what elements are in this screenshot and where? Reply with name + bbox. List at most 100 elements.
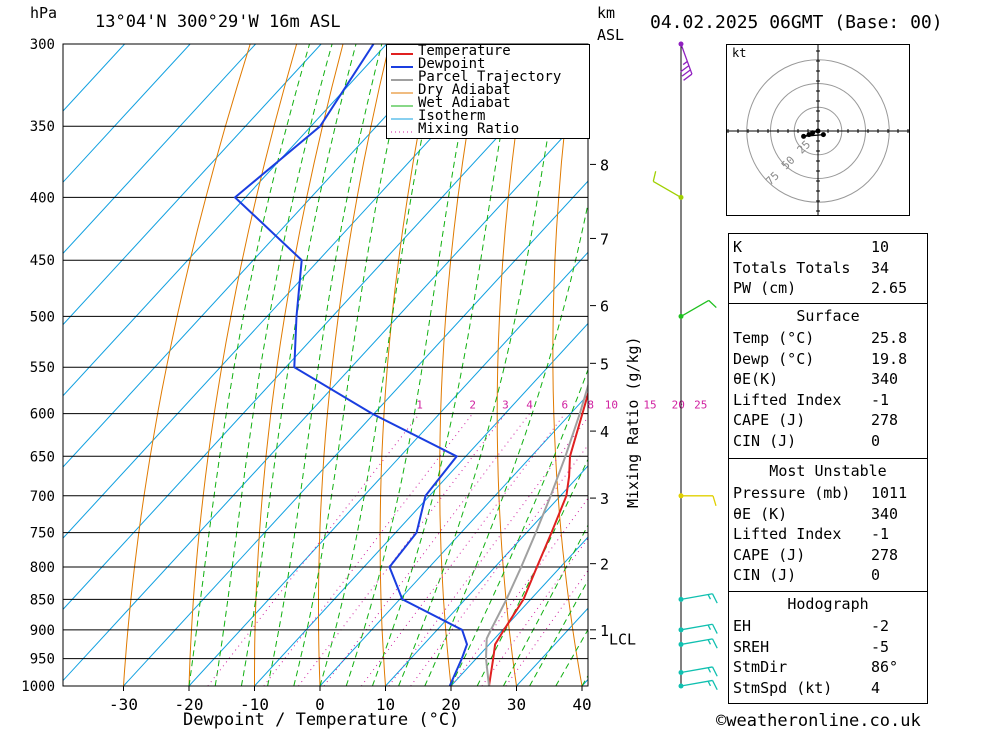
indices-most-unstable: Pressure (mb) 1011 θE (K) 340 Lifted Index…	[729, 483, 927, 586]
index-row: CAPE (J) 278	[729, 410, 927, 431]
isotherm-line	[188, 251, 588, 686]
pressure-tick-label: 700	[30, 489, 55, 505]
wet-adiabat-line	[450, 368, 588, 686]
isotherm-line	[63, 44, 191, 183]
temperature-tick-label: 0	[315, 695, 325, 714]
pressure-tick-label: 800	[30, 560, 55, 576]
indices-mu-box: Most Unstable Pressure (mb) 1011 θE (K) 34…	[728, 458, 928, 592]
wind-barb	[652, 171, 684, 200]
index-value: -2	[871, 617, 890, 636]
pressure-tick-label: 1000	[21, 679, 55, 695]
index-value: 34	[871, 258, 890, 277]
index-row: Totals Totals 34	[729, 258, 927, 279]
pressure-tick-label: 300	[30, 37, 55, 53]
pressure-tick-label: 650	[30, 449, 55, 465]
wind-barb-flag	[711, 638, 718, 649]
index-row: StmSpd (kt) 4	[729, 678, 927, 699]
isotherm-line	[63, 44, 453, 468]
index-label: StmDir	[733, 658, 788, 677]
copyright-link[interactable]: ©weatheronline.co.uk	[716, 711, 921, 731]
wind-barb-shaft	[680, 679, 713, 687]
index-value: 340	[871, 370, 899, 389]
index-label: Pressure (mb)	[733, 484, 851, 503]
legend-mixing-ratio: Mixing Ratio	[418, 121, 520, 137]
wind-barb	[678, 638, 718, 649]
mixing-ratio-line	[388, 416, 588, 686]
wind-barb	[678, 299, 717, 319]
wind-barb-half-flag	[682, 60, 688, 66]
hodograph-point	[801, 133, 807, 139]
isotherm-line	[319, 393, 588, 686]
pressure-tick-label: 350	[30, 119, 55, 135]
indices-hodo-box: Hodograph EH -2 SREH -5 StmDir 86° StmSpd (…	[728, 591, 928, 704]
temperature-tick-label: 30	[507, 695, 526, 714]
index-row: Temp (°C) 25.8	[729, 328, 927, 349]
index-value: 2.65	[871, 279, 908, 298]
dry-adiabat-line	[552, 44, 583, 686]
index-row: θE (K) 340	[729, 504, 927, 525]
wind-barb-shaft	[680, 638, 713, 646]
wind-barb-shaft	[652, 180, 682, 198]
wind-barb-half-flag	[707, 680, 712, 687]
index-row: EH -2	[729, 616, 927, 637]
wind-barb-flag	[711, 593, 718, 604]
index-value: 0	[871, 431, 881, 450]
legend-wet-adiabat: Wet Adiabat	[418, 95, 511, 111]
index-value: 278	[871, 545, 899, 564]
temperature-tick-label: 20	[441, 695, 460, 714]
mixing-ratio-line	[360, 413, 566, 686]
dry-adiabat-line	[947, 44, 1000, 686]
index-row: PW (cm) 2.65	[729, 278, 927, 299]
index-row: θE(K) 340	[729, 369, 927, 390]
pressure-tick-label: 400	[30, 190, 55, 206]
isotherm-line	[450, 536, 588, 686]
indices-general-box: K 10 Totals Totals 34 PW (cm) 2.65	[728, 233, 928, 304]
index-label: Lifted Index	[733, 390, 842, 409]
index-label: CAPE (J)	[733, 411, 806, 430]
pressure-tick-label: 600	[30, 407, 55, 423]
wind-barb-shaft	[680, 299, 710, 317]
index-label: StmSpd (kt)	[733, 678, 833, 697]
wind-barb	[678, 679, 718, 691]
dry-adiabat-line	[123, 44, 251, 686]
km-tick-label: 3	[600, 490, 609, 508]
hodograph-panel: 25 50 75 kt	[726, 40, 910, 222]
temperature-tick-label: -20	[175, 695, 204, 714]
index-label: SREH	[733, 637, 770, 656]
hodograph-point	[806, 132, 812, 138]
legend-parcel: Parcel Trajectory	[418, 69, 562, 85]
index-label: EH	[733, 617, 752, 636]
index-row: SREH -5	[729, 637, 927, 658]
wind-barb-flag	[683, 73, 693, 81]
pressure-tick-label: 500	[30, 309, 55, 325]
index-row: CIN (J) 0	[729, 565, 927, 586]
dry-adiabat-line	[659, 44, 713, 686]
isotherm-line	[63, 44, 388, 397]
km-label: km	[597, 4, 616, 22]
most-unstable-title: Most Unstable	[769, 462, 887, 480]
km-tick-label: 4	[600, 423, 609, 441]
pressure-tick-label: 850	[30, 592, 55, 608]
legend-temperature: Temperature	[418, 43, 511, 59]
mixing-ratio-line	[410, 444, 588, 686]
km-tick-label: 1	[600, 622, 609, 640]
isotherm-line	[63, 44, 584, 611]
temperature-tick-label: 10	[376, 695, 395, 714]
indices-surface-box: Surface Temp (°C) 25.8 Dewp (°C) 19.8 θE(K…	[728, 303, 928, 459]
wind-barb	[678, 593, 718, 604]
wind-barb-flag	[708, 299, 717, 309]
isotherm-line	[63, 44, 257, 255]
wind-barb-shaft	[680, 666, 713, 674]
indices-general: K 10 Totals Totals 34 PW (cm) 2.65	[729, 237, 927, 299]
isotherm-line	[254, 322, 588, 686]
index-row: Dewp (°C) 19.8	[729, 349, 927, 370]
wind-barb-flag	[652, 171, 657, 182]
pressure-tick-label: 450	[30, 253, 55, 269]
wet-adiabat-line	[476, 458, 588, 686]
mixing-ratio-label: 8	[587, 399, 594, 412]
pressure-tick-label: 900	[30, 623, 55, 639]
mixing-ratio-label: 20	[672, 399, 685, 412]
surface-title: Surface	[796, 307, 860, 325]
